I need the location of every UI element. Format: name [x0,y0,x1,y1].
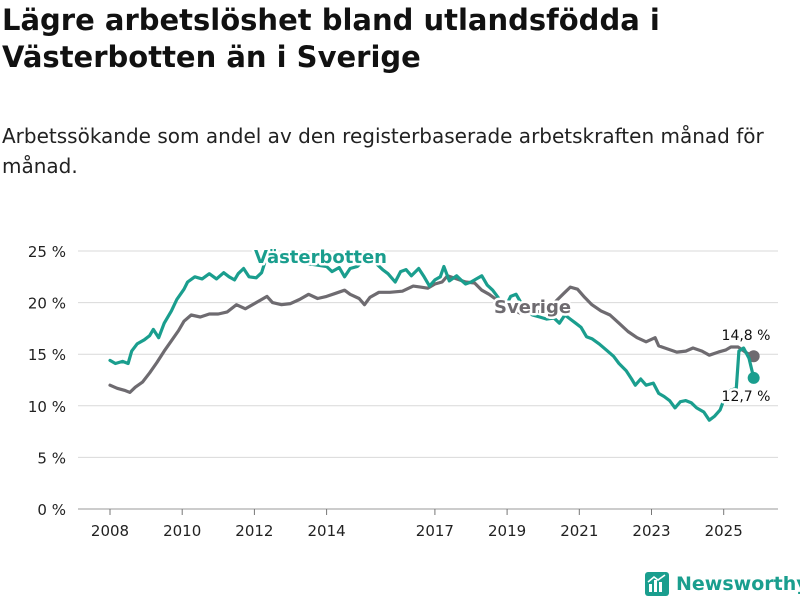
series-label-vasterbotten: Västerbotten [254,247,387,268]
series-line-sverige [108,274,756,394]
series-lines [108,256,760,422]
y-tick-label: 20 % [28,295,66,313]
y-tick-label: 25 % [28,243,66,261]
x-tick-label: 2014 [308,522,346,540]
x-tick-label: 2021 [560,522,598,540]
brand-name: Newsworthy [676,573,800,595]
chart-subtitle: Arbetssökande som andel av den registerb… [2,124,764,178]
x-tick-label: 2008 [91,522,129,540]
x-tick-label: 2025 [705,522,743,540]
x-tick-label: 2012 [235,522,273,540]
y-tick-label: 15 % [28,346,66,364]
x-tick-label: 2010 [163,522,201,540]
newsworthy-icon [645,572,669,596]
series-line-vasterbotten [108,256,756,422]
series-labels: Västerbotten Sverige 14,8 % 12,7 % [252,245,773,408]
series-end-point-vasterbotten [747,371,760,384]
chart-title: Lägre arbetslöshet bland utlandsfödda i … [2,3,660,74]
gridlines [78,250,778,510]
y-axis: 0 % 5 % 10 % 15 % 20 % 25 % [28,243,66,519]
x-tick-label: 2017 [416,522,454,540]
end-value-label-sverige: 14,8 % [722,328,771,344]
x-tick-label: 2019 [488,522,526,540]
series-label-sverige: Sverige [494,297,571,318]
x-tick-label: 2023 [632,522,670,540]
y-tick-label: 10 % [28,398,66,416]
brand-logo: Newsworthy [644,570,800,598]
y-tick-label: 5 % [37,449,66,467]
y-tick-label: 0 % [37,501,66,519]
end-value-label-vasterbotten: 12,7 % [722,389,771,405]
x-axis: 2008 2010 2012 2014 2017 2019 2021 2023 2025 [91,509,743,540]
